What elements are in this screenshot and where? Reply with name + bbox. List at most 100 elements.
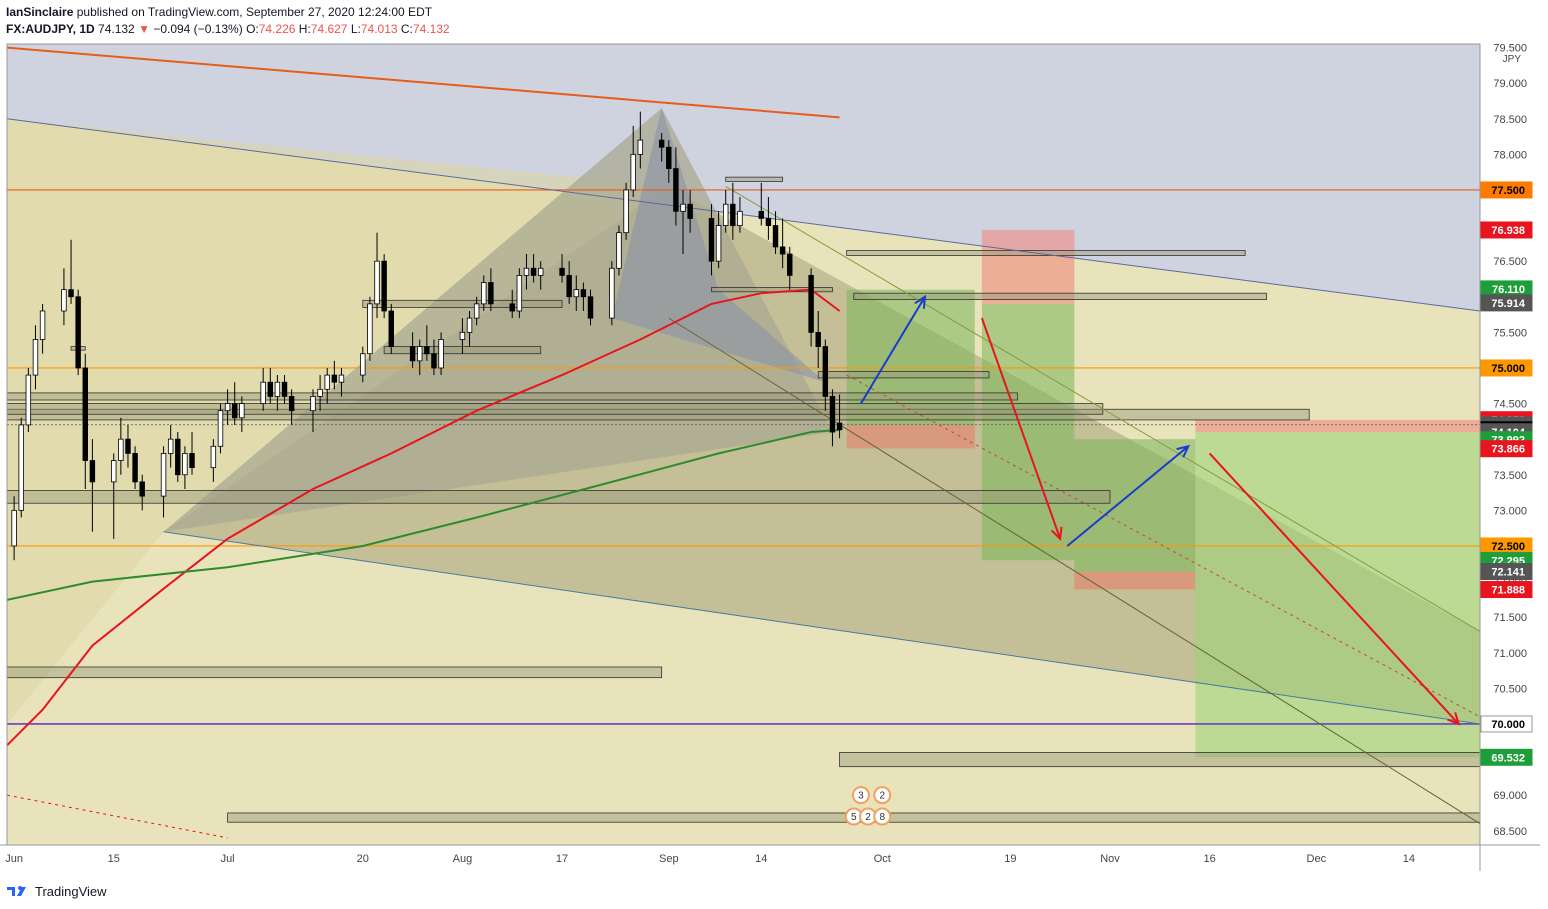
arrowhead-icon [1447, 712, 1461, 726]
candle [125, 438, 131, 454]
y-tick-label: 79.500 [1493, 43, 1527, 55]
open-label: O: [246, 22, 259, 36]
candle [374, 260, 380, 305]
chart-header: IanSinclaire published on TradingView.co… [6, 4, 906, 40]
candle [288, 396, 295, 412]
footer: TradingView [6, 880, 107, 902]
candle [310, 396, 316, 412]
x-tick-label: 16 [1203, 853, 1215, 865]
price-label-text: 75.000 [1491, 363, 1525, 375]
event-badge-count: 5 [851, 812, 857, 823]
price-label-text: 72.500 [1491, 541, 1525, 553]
candle [381, 260, 387, 312]
candle [815, 331, 821, 347]
price-change: −0.094 (−0.13%) [153, 22, 243, 36]
candle [424, 346, 430, 355]
candle [559, 267, 565, 276]
moving-average-green-line [7, 428, 840, 601]
price-label-text: 76.938 [1491, 225, 1525, 237]
candle [360, 353, 366, 376]
price-label-text: 73.866 [1491, 444, 1525, 456]
candle [82, 367, 88, 461]
x-tick-label: Nov [1100, 853, 1120, 865]
y-tick-label: 78.000 [1493, 149, 1527, 161]
symbol-label[interactable]: FX:AUDJPY, 1D [6, 22, 95, 36]
support-resistance-zone [846, 250, 1246, 256]
y-tick-label: 69.000 [1493, 790, 1527, 802]
candle [182, 452, 188, 476]
x-tick-label: Dec [1307, 853, 1327, 865]
y-tick-label: 79.000 [1493, 78, 1527, 90]
price-label-text: 70.000 [1491, 719, 1525, 731]
candle [523, 267, 530, 276]
tradingview-logo-icon[interactable] [6, 884, 30, 898]
support-resistance-zone [817, 371, 990, 379]
x-tick-label: 14 [755, 853, 767, 865]
candle [580, 289, 587, 298]
price-label-text: 72.141 [1491, 567, 1525, 579]
last-price: 74.132 [98, 22, 135, 36]
candle [573, 289, 579, 298]
candle [509, 303, 515, 312]
trendline [725, 185, 1480, 632]
candle [808, 274, 814, 333]
price-label-text: 77.500 [1491, 185, 1525, 197]
candle [488, 282, 494, 305]
event-badge-count: 3 [858, 791, 864, 802]
support-resistance-zone [853, 292, 1267, 301]
price-label [1480, 715, 1533, 733]
candle [623, 189, 629, 234]
candle [367, 303, 373, 355]
y-tick-label: 73.000 [1493, 505, 1527, 517]
projection-arrow [1208, 452, 1460, 725]
candle [779, 246, 786, 255]
candle [787, 253, 793, 276]
support-resistance-zone [7, 403, 1104, 415]
y-tick-label: 71.000 [1493, 648, 1527, 660]
footer-brand[interactable]: TradingView [35, 883, 107, 899]
trendline [163, 531, 1480, 725]
currency-label: JPY [1503, 54, 1522, 65]
candle [722, 203, 729, 226]
candle [530, 267, 537, 276]
trendline [7, 794, 228, 839]
author-name[interactable]: IanSinclaire [6, 5, 74, 19]
bat-pattern-fill [611, 108, 826, 383]
long-position-2-stop [1074, 571, 1196, 590]
candle [466, 317, 473, 333]
candle [324, 374, 330, 390]
candle [189, 452, 195, 469]
moving-average-red-line [7, 288, 841, 747]
y-tick-label: 73.500 [1493, 470, 1527, 482]
candle [267, 381, 274, 397]
x-tick-label: 20 [357, 853, 369, 865]
candle [431, 353, 437, 369]
price-label [1480, 440, 1533, 458]
close-label: C: [400, 22, 413, 36]
candle [680, 203, 686, 212]
candle [609, 267, 615, 319]
candle [516, 274, 523, 312]
x-tick-label: Sep [659, 853, 679, 865]
event-badge-count: 8 [879, 812, 885, 823]
candle [758, 210, 765, 219]
candle [708, 218, 715, 262]
x-tick-label: 15 [108, 853, 120, 865]
candle [715, 225, 722, 262]
low-value: 74.013 [360, 22, 398, 36]
x-tick-label: Oct [874, 853, 891, 865]
y-tick-label: 78.500 [1493, 114, 1527, 126]
candle [737, 210, 743, 226]
candle [224, 403, 231, 412]
candle [210, 445, 217, 469]
candle [459, 331, 466, 340]
trendline [846, 374, 1480, 718]
y-tick-label: 76.500 [1493, 256, 1527, 268]
price-label [1480, 221, 1533, 239]
short-position-2-target [1195, 432, 1480, 758]
candle [118, 438, 124, 461]
price-label [1480, 748, 1533, 766]
open-value: 74.226 [258, 22, 296, 36]
candle [18, 424, 24, 511]
